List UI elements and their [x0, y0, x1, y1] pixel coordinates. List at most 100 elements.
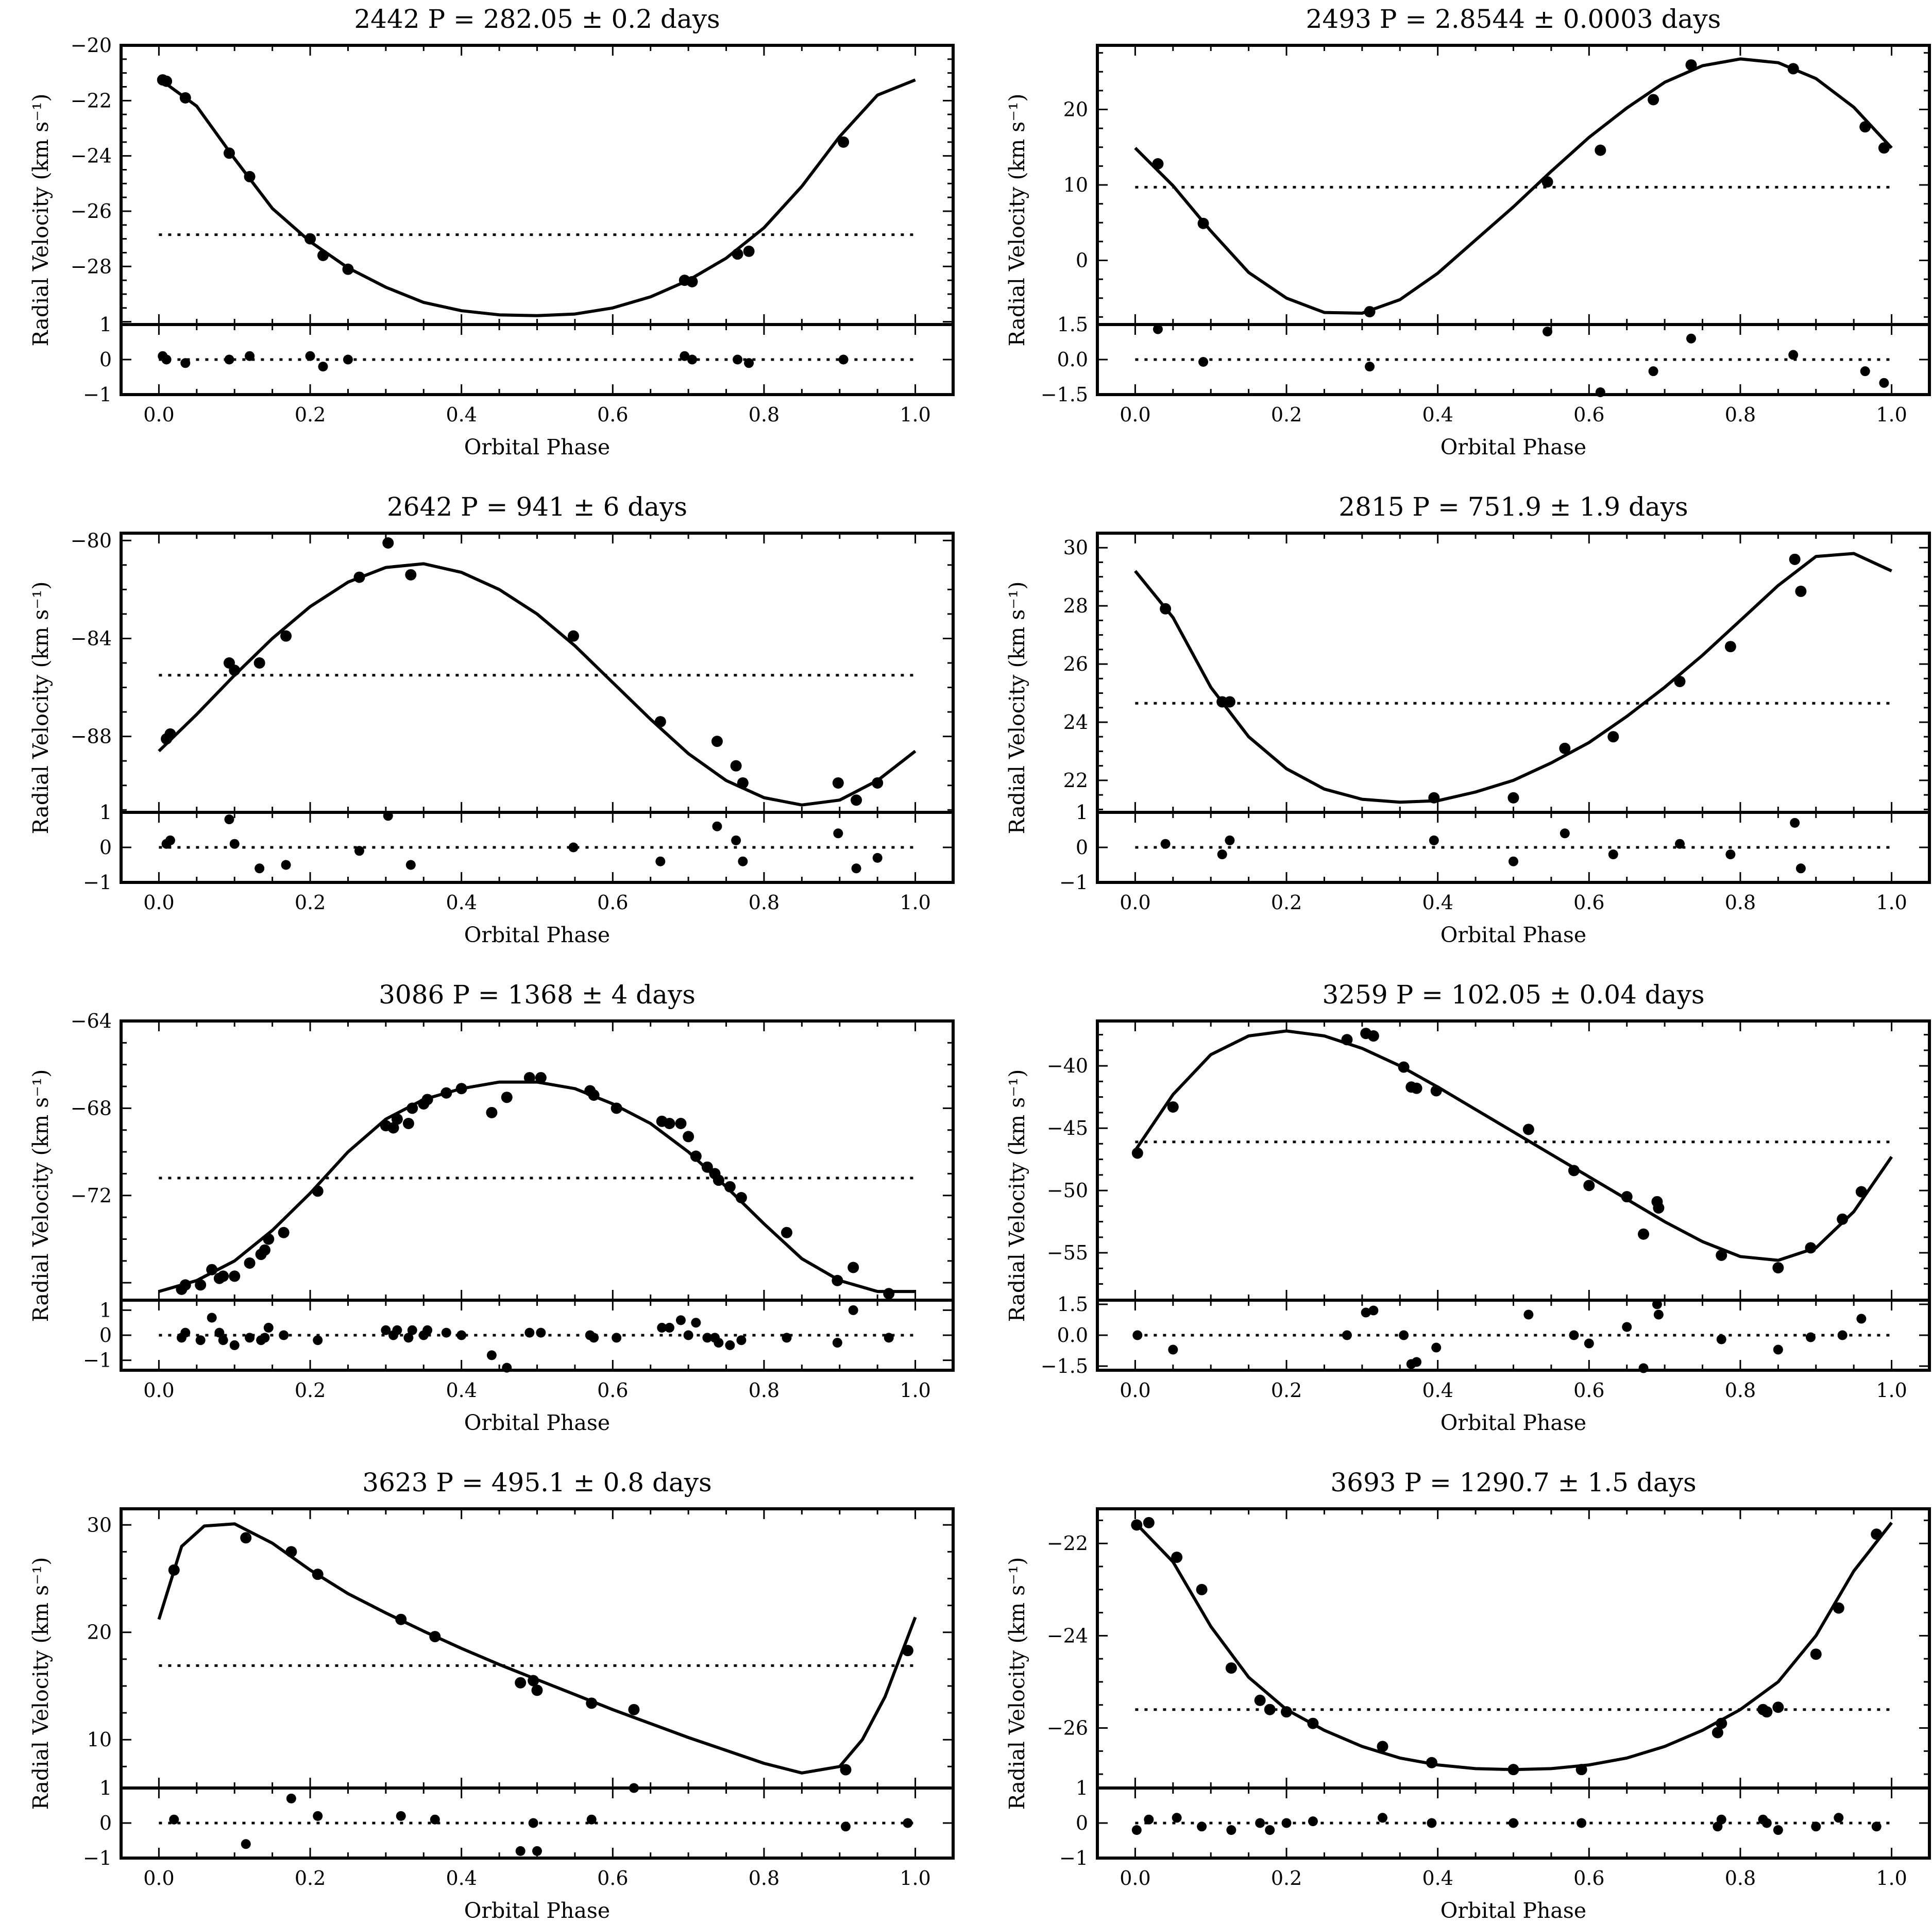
residual-point [1569, 1330, 1579, 1340]
residual-y-tick-label: 1 [99, 801, 112, 824]
observation-point [1761, 1706, 1773, 1718]
residual-point [1160, 839, 1171, 849]
chart-title: 2642 P = 941 ± 6 days [387, 492, 687, 522]
residual-point [1716, 1334, 1726, 1344]
observation-point [1411, 1082, 1422, 1094]
residual-point [1412, 1357, 1422, 1367]
x-tick-label: 0.4 [446, 891, 477, 914]
chart-title: 2442 P = 282.05 ± 0.2 days [354, 4, 720, 34]
x-tick-label: 0.4 [446, 1867, 477, 1889]
residual-point [195, 1335, 206, 1346]
observation-point [244, 171, 256, 182]
chart-title: 2493 P = 2.8544 ± 0.0003 days [1306, 4, 1721, 34]
observation-point [1772, 1701, 1784, 1713]
residual-y-tick-label: 1 [99, 1777, 112, 1799]
y-tick-label: −22 [71, 89, 112, 112]
residual-point [1652, 1299, 1662, 1309]
observation-point [523, 1072, 535, 1084]
observation-point [1583, 1180, 1595, 1191]
y-tick-label: −45 [1047, 1117, 1088, 1139]
observation-point [455, 1083, 467, 1095]
residual-point [207, 1313, 217, 1323]
y-tick-label: 24 [1063, 711, 1088, 734]
x-tick-label: 0.4 [1422, 891, 1453, 914]
residual-point [903, 1818, 913, 1828]
residual-point [441, 1327, 451, 1338]
observation-point [421, 1094, 433, 1105]
residual-point [260, 1333, 270, 1343]
residual-y-tick-label: 0 [1076, 1812, 1088, 1834]
observation-point [531, 1684, 543, 1696]
observation-point [654, 716, 666, 728]
residual-point [180, 1327, 191, 1338]
rv-axes-frame [120, 1019, 955, 1302]
rv-axes-frame [1096, 532, 1931, 814]
residual-point [1198, 357, 1209, 367]
residual-point [1716, 1814, 1726, 1825]
residual-point [245, 351, 255, 361]
observation-point [883, 1288, 895, 1300]
residual-y-tick-label: −1.5 [1041, 1355, 1088, 1377]
residual-y-tick-label: −1 [1059, 1847, 1088, 1869]
y-tick-label: −26 [71, 200, 112, 223]
observation-point [664, 1118, 675, 1130]
residual-y-tick-label: −1 [83, 383, 112, 406]
observation-point [429, 1631, 441, 1643]
residual-point [1834, 1813, 1844, 1823]
orbit-model-curve [158, 562, 917, 807]
y-tick-label: −24 [1047, 1624, 1088, 1647]
residual-point [1226, 1825, 1236, 1835]
y-axis-label: Radial Velocity (km s⁻¹) [1005, 1557, 1029, 1810]
x-tick-label: 0.0 [1120, 403, 1150, 426]
residual-point [1255, 1818, 1265, 1828]
y-tick-label: 28 [1063, 594, 1088, 617]
observation-point [528, 1675, 539, 1687]
observation-point [1837, 1213, 1849, 1225]
residual-y-tick-label: 0 [99, 348, 112, 371]
observation-point [1772, 1262, 1784, 1274]
x-tick-label: 0.8 [749, 1379, 779, 1402]
observation-point [1595, 144, 1606, 156]
y-tick-label: 10 [87, 1728, 112, 1751]
residual-point [736, 1335, 747, 1346]
x-tick-label: 0.2 [1271, 1379, 1302, 1402]
observation-point [1805, 1242, 1817, 1254]
observation-point [1871, 1528, 1883, 1540]
residual-point [169, 1814, 179, 1825]
residual-point [1725, 849, 1736, 860]
residual-point [612, 1333, 622, 1343]
observation-point [735, 1191, 747, 1203]
x-tick-label: 0.2 [295, 403, 326, 426]
residual-point [313, 1335, 323, 1346]
observation-point [285, 1546, 297, 1558]
y-tick-label: −24 [71, 145, 112, 167]
residual-y-tick-label: 1 [99, 313, 112, 336]
residual-point [1675, 839, 1685, 849]
residual-point [161, 354, 172, 365]
observation-point [1254, 1694, 1266, 1706]
x-tick-label: 0.4 [446, 1379, 477, 1402]
x-axis-label: Orbital Phase [1440, 923, 1586, 947]
residual-y-tick-label: −1 [83, 1847, 112, 1869]
observation-point [1859, 121, 1871, 133]
residual-top-tick-label: 1.5 [1057, 313, 1088, 336]
residual-point [1653, 1309, 1664, 1320]
y-axis-label: Radial Velocity (km s⁻¹) [1005, 1069, 1029, 1322]
residual-point [165, 835, 175, 845]
chart-title: 3693 P = 1290.7 ± 1.5 days [1330, 1468, 1696, 1497]
residual-point [430, 1814, 440, 1825]
observation-point [382, 537, 394, 549]
y-tick-label: −88 [71, 725, 112, 748]
residual-y-tick-label: 1 [1076, 801, 1088, 824]
observation-point [1711, 1727, 1723, 1739]
observation-point [1264, 1704, 1276, 1715]
x-tick-label: 1.0 [1876, 1379, 1907, 1402]
observation-point [1653, 1202, 1665, 1214]
residual-point [318, 362, 328, 372]
chart-title: 3086 P = 1368 ± 4 days [379, 980, 696, 1010]
y-tick-label: 22 [1063, 769, 1088, 792]
y-tick-label: −84 [71, 627, 112, 650]
residual-top-tick-label: 1 [99, 1777, 112, 1799]
x-tick-label: 1.0 [900, 1379, 930, 1402]
observation-point [1648, 94, 1659, 106]
